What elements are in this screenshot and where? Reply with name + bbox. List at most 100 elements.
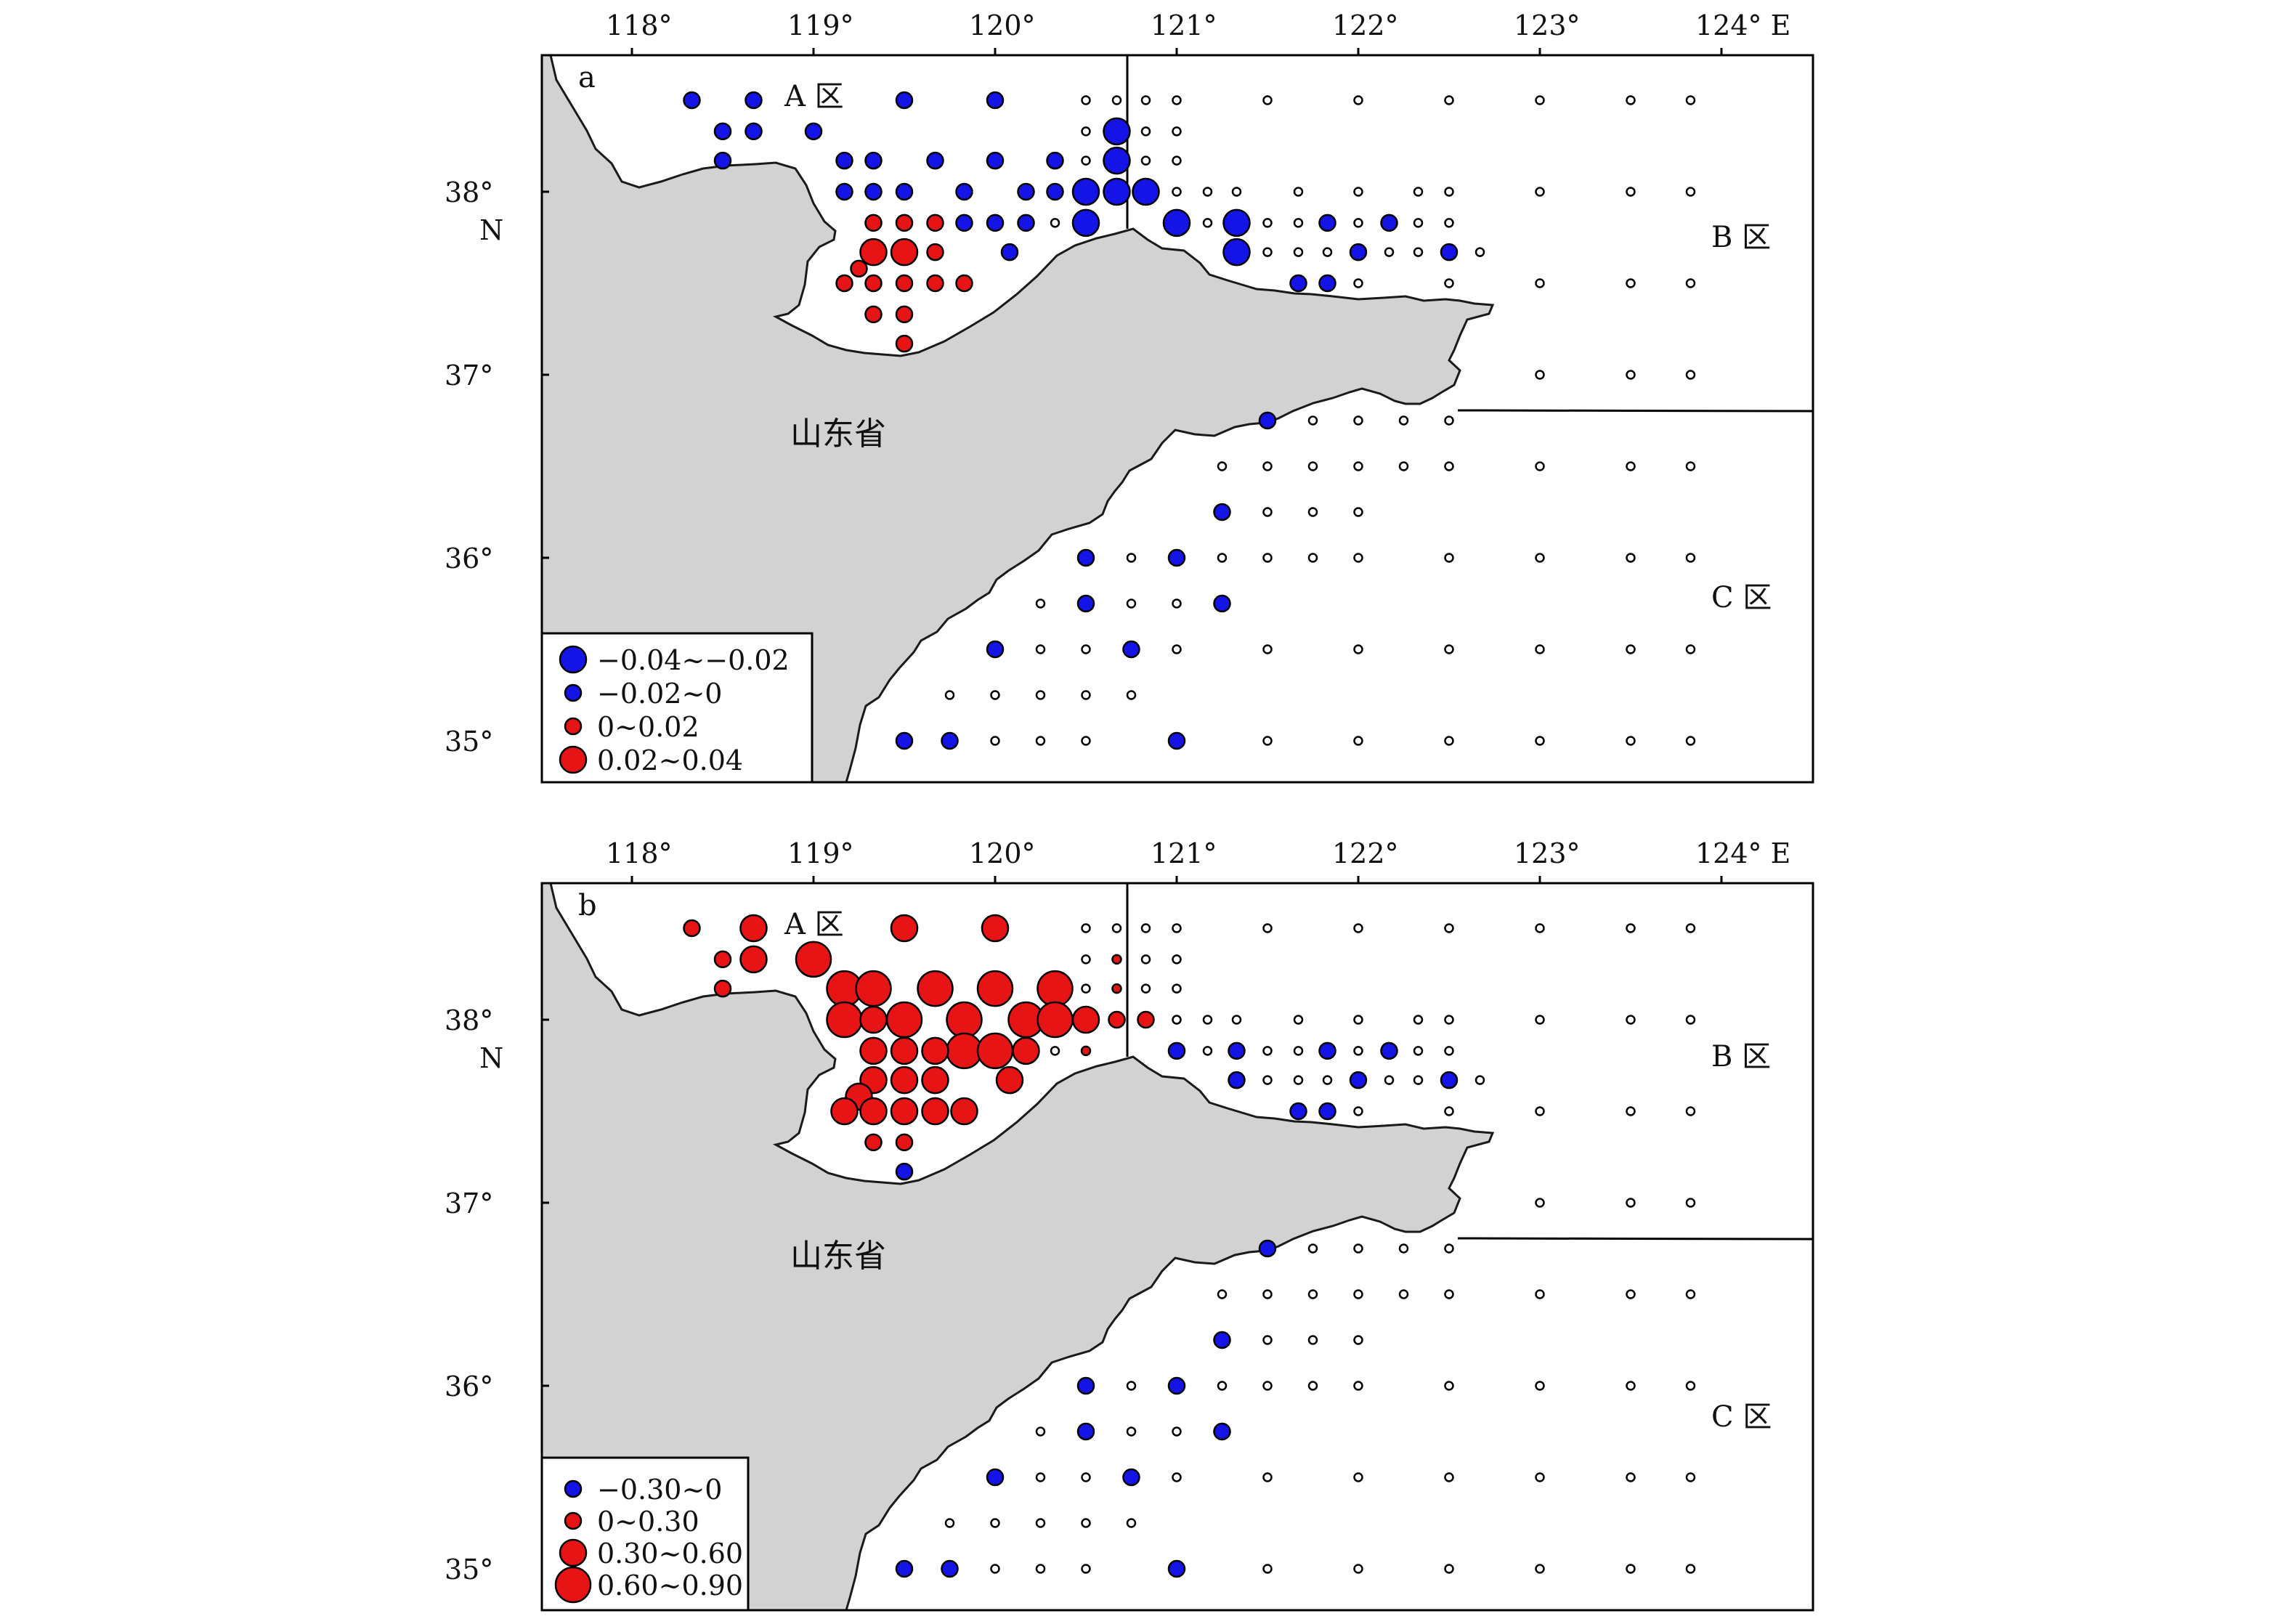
legend-label: 0.02~0.04	[597, 744, 743, 776]
lat-tick-label: 36°	[445, 1371, 493, 1402]
station-empty	[1262, 247, 1273, 257]
station-negative	[1017, 182, 1035, 201]
station-negative	[1213, 503, 1231, 521]
station-negative	[1440, 243, 1459, 261]
station-positive	[950, 1097, 978, 1126]
station-empty	[1172, 644, 1182, 654]
zone-label-c: C 区	[1711, 1400, 1772, 1434]
station-negative	[835, 182, 853, 201]
station-negative	[864, 182, 883, 201]
station-empty	[1262, 1046, 1273, 1056]
lon-tick-label: 118°	[606, 837, 673, 869]
station-negative	[895, 1162, 914, 1181]
station-empty	[1262, 95, 1273, 105]
station-empty	[1307, 1335, 1318, 1345]
station-positive	[995, 1065, 1024, 1095]
station-negative	[1167, 548, 1186, 567]
station-empty	[1685, 553, 1696, 563]
station-empty	[1444, 1564, 1454, 1574]
panel-letter: b	[578, 889, 597, 922]
station-empty	[1262, 1564, 1273, 1574]
station-negative	[1213, 594, 1231, 613]
station-empty	[1307, 1289, 1318, 1299]
station-empty	[1307, 1381, 1318, 1391]
station-empty	[1626, 1564, 1636, 1574]
station-empty	[1444, 1243, 1454, 1254]
station-positive	[921, 1065, 949, 1095]
station-positive	[981, 914, 1010, 943]
station-positive	[926, 274, 944, 293]
station-empty	[1685, 1015, 1696, 1025]
station-empty	[1126, 1426, 1137, 1437]
station-empty	[1035, 736, 1046, 746]
station-positive	[976, 1032, 1014, 1070]
station-negative	[895, 731, 914, 750]
panel-letter: a	[578, 61, 596, 94]
lat-tick-label: 36°	[445, 543, 493, 575]
station-empty	[1111, 95, 1122, 105]
legend-symbol	[559, 645, 588, 674]
station-empty	[1293, 247, 1304, 257]
station-empty	[1050, 218, 1060, 228]
station-empty	[1081, 95, 1091, 105]
station-empty	[1685, 1289, 1696, 1299]
station-positive	[795, 941, 832, 978]
station-negative	[1318, 274, 1336, 293]
station-empty	[1202, 187, 1213, 197]
station-positive	[1111, 954, 1122, 965]
legend-label: 0.30~0.60	[597, 1538, 743, 1570]
station-negative	[895, 1559, 914, 1578]
lon-tick-label: 120°	[969, 9, 1036, 41]
station-empty	[1081, 923, 1091, 933]
station-empty	[1217, 1381, 1228, 1391]
station-empty	[1444, 95, 1454, 105]
station-negative	[1000, 243, 1019, 261]
station-empty	[1398, 461, 1409, 471]
zone-divider-bc	[1457, 1237, 1813, 1241]
station-empty	[1262, 1472, 1273, 1482]
station-positive	[1080, 1045, 1092, 1057]
station-empty	[1353, 218, 1363, 228]
station-empty	[990, 736, 1000, 746]
station-positive	[864, 274, 883, 293]
station-negative	[926, 151, 944, 170]
station-empty	[944, 690, 955, 700]
station-positive	[713, 979, 732, 998]
station-empty	[1293, 1046, 1304, 1056]
legend-label: −0.02~0	[597, 678, 722, 710]
station-empty	[1626, 923, 1636, 933]
station-empty	[1535, 370, 1545, 380]
station-empty	[1081, 690, 1091, 700]
station-empty	[1293, 187, 1304, 197]
station-positive	[739, 914, 768, 943]
station-negative	[1076, 548, 1095, 567]
station-empty	[1535, 1198, 1545, 1208]
station-positive	[917, 970, 954, 1007]
station-empty	[1353, 1289, 1363, 1299]
station-empty	[1293, 218, 1304, 228]
station-empty	[1444, 1106, 1454, 1116]
station-negative	[1349, 243, 1368, 261]
station-empty	[1353, 644, 1363, 654]
station-positive	[683, 919, 701, 938]
station-empty	[1353, 1015, 1363, 1025]
station-positive	[1037, 1001, 1074, 1039]
station-empty	[1535, 461, 1545, 471]
station-negative	[1258, 411, 1277, 430]
station-positive	[890, 237, 919, 267]
station-empty	[1685, 736, 1696, 746]
station-empty	[1535, 187, 1545, 197]
legend-symbol	[564, 683, 583, 702]
lon-tick-label: 118°	[606, 9, 673, 41]
station-empty	[1140, 155, 1151, 166]
station-positive	[739, 945, 768, 974]
station-empty	[1035, 1426, 1046, 1437]
zone-label-b: B 区	[1711, 1040, 1771, 1073]
station-empty	[1353, 1046, 1363, 1056]
station-empty	[990, 1564, 1000, 1574]
station-empty	[1172, 187, 1182, 197]
station-negative	[1222, 237, 1251, 267]
lat-hemisphere-label: N	[479, 1042, 503, 1074]
station-empty	[1172, 983, 1182, 994]
